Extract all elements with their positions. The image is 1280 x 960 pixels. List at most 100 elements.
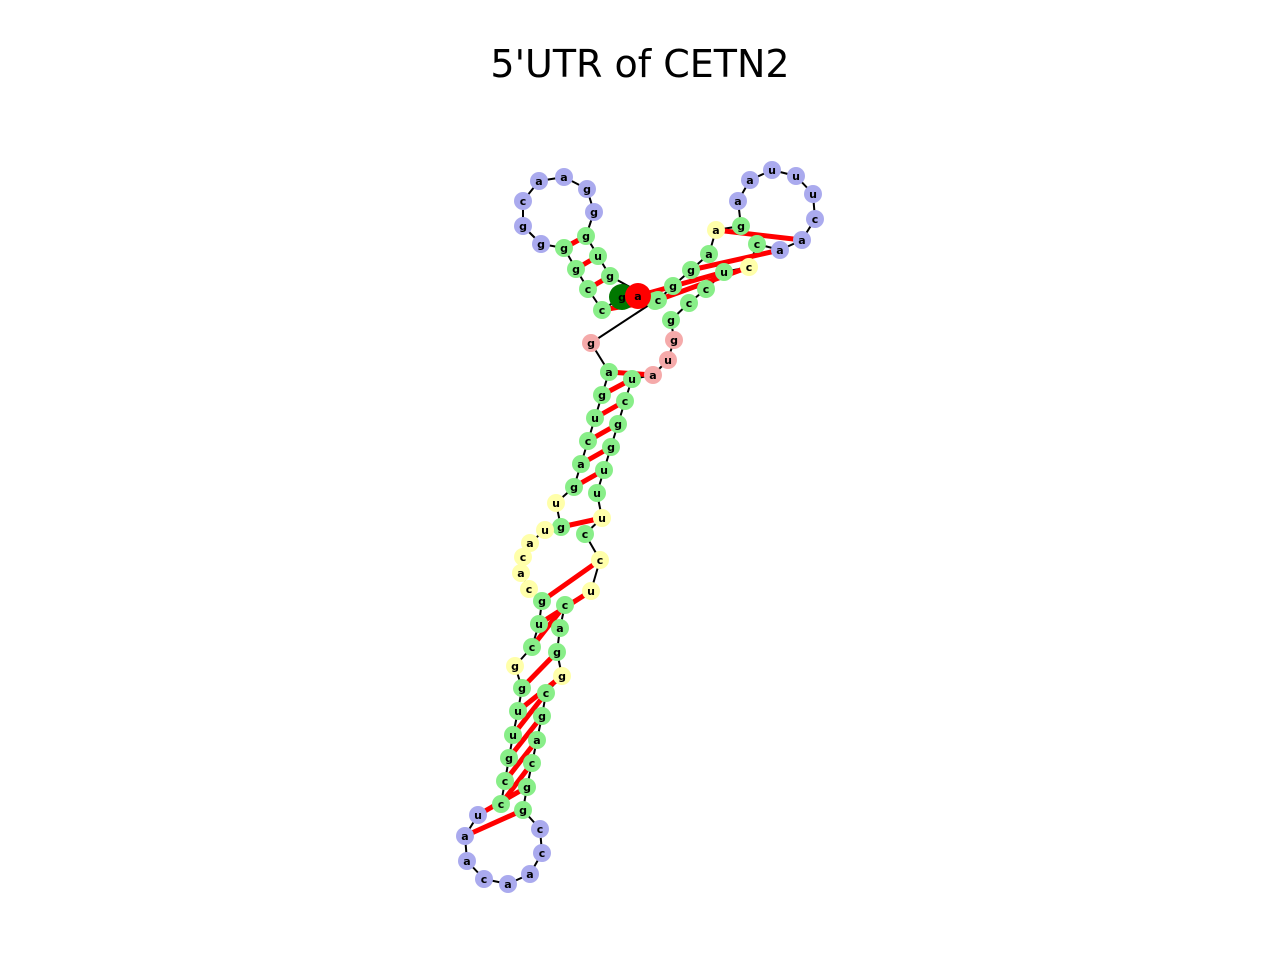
nucleotide-label: c bbox=[812, 213, 819, 226]
nucleotide-circle bbox=[700, 245, 718, 263]
nucleotide: g bbox=[533, 707, 551, 725]
nucleotide-label: c bbox=[686, 297, 693, 310]
nucleotide: c bbox=[556, 596, 574, 614]
nucleotide: u bbox=[536, 521, 554, 539]
nucleotide: a bbox=[572, 455, 590, 473]
nucleotide-label: c bbox=[539, 847, 546, 860]
nucleotide: g bbox=[577, 227, 595, 245]
nucleotide-layer: gccggggcaagggugcgagucaguguacacgucgguugcc… bbox=[456, 161, 824, 893]
nucleotide-label: u bbox=[792, 170, 800, 183]
nucleotide-label: a bbox=[526, 868, 533, 881]
nucleotide: a bbox=[521, 534, 539, 552]
nucleotide-label: a bbox=[463, 855, 470, 868]
nucleotide-label: g bbox=[538, 595, 546, 608]
nucleotide-circle bbox=[565, 478, 583, 496]
nucleotide-circle bbox=[533, 707, 551, 725]
nucleotide: a bbox=[700, 245, 718, 263]
nucleotide: u bbox=[804, 185, 822, 203]
nucleotide-label: a bbox=[798, 234, 805, 247]
nucleotide-circle bbox=[533, 592, 551, 610]
nucleotide-label: c bbox=[585, 435, 592, 448]
backbone-layer bbox=[464, 169, 816, 885]
nucleotide-circle bbox=[593, 509, 611, 527]
nucleotide-label: g bbox=[598, 389, 606, 402]
nucleotide: u bbox=[659, 351, 677, 369]
nucleotide-circle bbox=[567, 260, 585, 278]
nucleotide-label: a bbox=[649, 369, 656, 382]
nucleotide-circle bbox=[577, 227, 595, 245]
nucleotide-circle bbox=[593, 386, 611, 404]
nucleotide: c bbox=[697, 280, 715, 298]
nucleotide-circle bbox=[593, 301, 611, 319]
nucleotide-circle bbox=[458, 852, 476, 870]
nucleotide-circle bbox=[552, 518, 570, 536]
nucleotide: g bbox=[513, 679, 531, 697]
nucleotide-label: a bbox=[461, 830, 468, 843]
nucleotide-label: g bbox=[519, 804, 527, 817]
nucleotide: a bbox=[707, 221, 725, 239]
nucleotide: u bbox=[469, 806, 487, 824]
nucleotide: c bbox=[591, 551, 609, 569]
nucleotide-circle bbox=[530, 172, 548, 190]
nucleotide: g bbox=[567, 260, 585, 278]
nucleotide-label: a bbox=[634, 290, 641, 303]
nucleotide: g bbox=[565, 478, 583, 496]
nucleotide-label: a bbox=[734, 195, 741, 208]
diagram-title: 5'UTR of CETN2 bbox=[490, 42, 790, 86]
nucleotide-label: g bbox=[570, 481, 578, 494]
nucleotide-circle bbox=[579, 432, 597, 450]
nucleotide: a bbox=[458, 852, 476, 870]
nucleotide-circle bbox=[623, 370, 641, 388]
nucleotide-label: g bbox=[607, 441, 615, 454]
nucleotide: g bbox=[578, 180, 596, 198]
nucleotide-label: g bbox=[614, 418, 622, 431]
nucleotide-label: u bbox=[587, 585, 595, 598]
nucleotide-label: a bbox=[533, 734, 540, 747]
nucleotide: a bbox=[530, 172, 548, 190]
nucleotide: c bbox=[748, 235, 766, 253]
nucleotide: g bbox=[500, 749, 518, 767]
nucleotide: a bbox=[521, 865, 539, 883]
nucleotide-circle bbox=[589, 247, 607, 265]
nucleotide: g bbox=[582, 334, 600, 352]
nucleotide-label: g bbox=[587, 337, 595, 350]
nucleotide-label: u bbox=[509, 729, 517, 742]
base-pair-layer bbox=[463, 227, 803, 839]
nucleotide: g bbox=[602, 438, 620, 456]
nucleotide-label: u bbox=[541, 524, 549, 537]
nucleotide-label: u bbox=[535, 618, 543, 631]
nucleotide: g bbox=[585, 203, 603, 221]
nucleotide-circle bbox=[806, 210, 824, 228]
nucleotide-circle bbox=[729, 192, 747, 210]
nucleotide-label: g bbox=[523, 781, 531, 794]
nucleotide-circle bbox=[532, 235, 550, 253]
nucleotide-label: a bbox=[776, 244, 783, 257]
nucleotide-circle bbox=[616, 392, 634, 410]
nucleotide-label: a bbox=[705, 248, 712, 261]
nucleotide-circle bbox=[514, 801, 532, 819]
nucleotide-label: u bbox=[600, 464, 608, 477]
nucleotide-label: g bbox=[560, 242, 568, 255]
nucleotide-label: g bbox=[558, 670, 566, 683]
nucleotide-label: g bbox=[553, 646, 561, 659]
nucleotide: g bbox=[682, 261, 700, 279]
nucleotide-circle bbox=[748, 235, 766, 253]
nucleotide-circle bbox=[578, 180, 596, 198]
nucleotide-label: u bbox=[598, 512, 606, 525]
nucleotide-label: c bbox=[529, 641, 536, 654]
nucleotide: g bbox=[609, 415, 627, 433]
nucleotide-label: c bbox=[597, 554, 604, 567]
nucleotide-label: c bbox=[520, 195, 527, 208]
nucleotide: c bbox=[492, 795, 510, 813]
nucleotide-circle bbox=[793, 231, 811, 249]
nucleotide-circle bbox=[787, 167, 805, 185]
nucleotide-circle bbox=[665, 331, 683, 349]
nucleotide-circle bbox=[741, 171, 759, 189]
nucleotide-label: c bbox=[622, 395, 629, 408]
nucleotide-circle bbox=[469, 806, 487, 824]
nucleotide-circle bbox=[591, 551, 609, 569]
three-prime-end: a bbox=[625, 283, 651, 309]
nucleotide: u bbox=[530, 615, 548, 633]
nucleotide-circle bbox=[572, 455, 590, 473]
nucleotide-circle bbox=[514, 192, 532, 210]
